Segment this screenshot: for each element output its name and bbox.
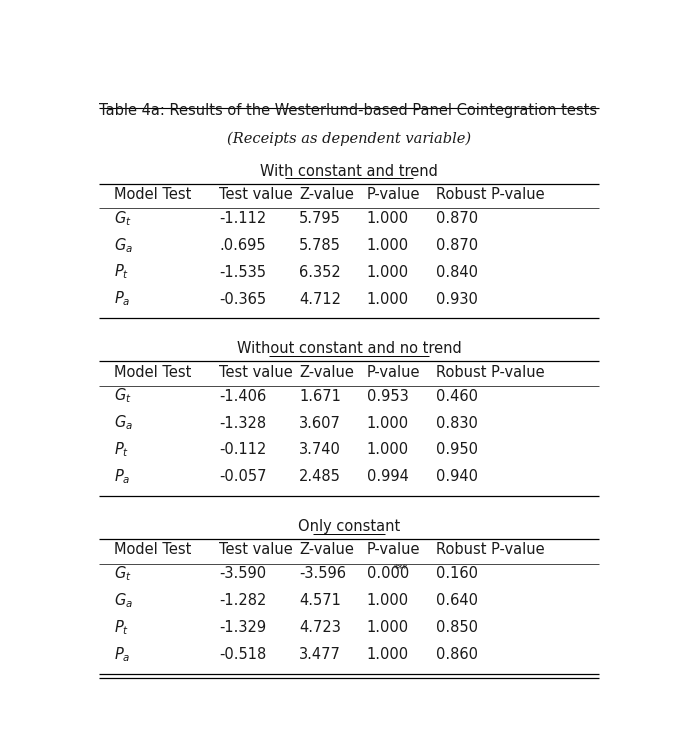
Text: -1.328: -1.328 bbox=[219, 415, 266, 430]
Text: 1.000: 1.000 bbox=[366, 442, 409, 457]
Text: -1.112: -1.112 bbox=[219, 211, 266, 226]
Text: $P_{a}$: $P_{a}$ bbox=[114, 468, 131, 486]
Text: 1.000: 1.000 bbox=[366, 211, 409, 226]
Text: 0.460: 0.460 bbox=[437, 388, 479, 403]
Text: 0.850: 0.850 bbox=[437, 620, 479, 636]
Text: Test value: Test value bbox=[219, 187, 293, 202]
Text: 1.000: 1.000 bbox=[366, 415, 409, 430]
Text: $P_{t}$: $P_{t}$ bbox=[114, 263, 129, 282]
Text: Z-value: Z-value bbox=[299, 365, 354, 379]
Text: Model Test: Model Test bbox=[114, 187, 191, 202]
Text: Model Test: Model Test bbox=[114, 365, 191, 379]
Text: -3.590: -3.590 bbox=[219, 566, 266, 581]
Text: $G_{t}$: $G_{t}$ bbox=[114, 209, 131, 228]
Text: 0.840: 0.840 bbox=[437, 264, 479, 279]
Text: $G_{t}$: $G_{t}$ bbox=[114, 387, 131, 406]
Text: 0.870: 0.870 bbox=[437, 238, 479, 252]
Text: P-value: P-value bbox=[366, 542, 420, 557]
Text: 0.860: 0.860 bbox=[437, 648, 479, 663]
Text: Without constant and no trend: Without constant and no trend bbox=[236, 341, 462, 356]
Text: Test value: Test value bbox=[219, 365, 293, 379]
Text: Robust P-value: Robust P-value bbox=[437, 542, 545, 557]
Text: -0.057: -0.057 bbox=[219, 469, 266, 485]
Text: 5.785: 5.785 bbox=[299, 238, 341, 252]
Text: 0.000: 0.000 bbox=[366, 566, 409, 581]
Text: $G_{a}$: $G_{a}$ bbox=[114, 236, 133, 255]
Text: With constant and trend: With constant and trend bbox=[260, 164, 438, 179]
Text: Robust P-value: Robust P-value bbox=[437, 187, 545, 202]
Text: -1.406: -1.406 bbox=[219, 388, 266, 403]
Text: 5.795: 5.795 bbox=[299, 211, 341, 226]
Text: 0.160: 0.160 bbox=[437, 566, 479, 581]
Text: 1.671: 1.671 bbox=[299, 388, 341, 403]
Text: 1.000: 1.000 bbox=[366, 291, 409, 306]
Text: 0.930: 0.930 bbox=[437, 291, 478, 306]
Text: $P_{a}$: $P_{a}$ bbox=[114, 290, 131, 309]
Text: Robust P-value: Robust P-value bbox=[437, 365, 545, 379]
Text: -1.535: -1.535 bbox=[219, 264, 266, 279]
Text: .0.695: .0.695 bbox=[219, 238, 266, 252]
Text: P-value: P-value bbox=[366, 187, 420, 202]
Text: $P_{t}$: $P_{t}$ bbox=[114, 441, 129, 459]
Text: Model Test: Model Test bbox=[114, 542, 191, 557]
Text: 0.953: 0.953 bbox=[366, 388, 408, 403]
Text: Z-value: Z-value bbox=[299, 187, 354, 202]
Text: Z-value: Z-value bbox=[299, 542, 354, 557]
Text: $P_{t}$: $P_{t}$ bbox=[114, 619, 129, 637]
Text: Only constant: Only constant bbox=[298, 519, 400, 534]
Text: (Receipts as dependent variable): (Receipts as dependent variable) bbox=[227, 131, 471, 146]
Text: 0.994: 0.994 bbox=[366, 469, 409, 485]
Text: -1.329: -1.329 bbox=[219, 620, 266, 636]
Text: 4.723: 4.723 bbox=[299, 620, 341, 636]
Text: -0.518: -0.518 bbox=[219, 648, 266, 663]
Text: -3.596: -3.596 bbox=[299, 566, 346, 581]
Text: 3.477: 3.477 bbox=[299, 648, 341, 663]
Text: 4.571: 4.571 bbox=[299, 593, 341, 608]
Text: 0.640: 0.640 bbox=[437, 593, 479, 608]
Text: 3.607: 3.607 bbox=[299, 415, 341, 430]
Text: 0.870: 0.870 bbox=[437, 211, 479, 226]
Text: 6.352: 6.352 bbox=[299, 264, 340, 279]
Text: -0.365: -0.365 bbox=[219, 291, 266, 306]
Text: 1.000: 1.000 bbox=[366, 264, 409, 279]
Text: $P_{a}$: $P_{a}$ bbox=[114, 645, 131, 664]
Text: $G_{t}$: $G_{t}$ bbox=[114, 565, 131, 583]
Text: 1.000: 1.000 bbox=[366, 238, 409, 252]
Text: 0.950: 0.950 bbox=[437, 442, 479, 457]
Text: 2.485: 2.485 bbox=[299, 469, 341, 485]
Text: -1.282: -1.282 bbox=[219, 593, 266, 608]
Text: P-value: P-value bbox=[366, 365, 420, 379]
Text: ***: *** bbox=[394, 563, 409, 574]
Text: -0.112: -0.112 bbox=[219, 442, 266, 457]
Text: 4.712: 4.712 bbox=[299, 291, 341, 306]
Text: 1.000: 1.000 bbox=[366, 648, 409, 663]
Text: Table 4a: Results of the Westerlund-based Panel Cointegration tests: Table 4a: Results of the Westerlund-base… bbox=[99, 104, 597, 119]
Text: $G_{a}$: $G_{a}$ bbox=[114, 414, 133, 433]
Text: 0.830: 0.830 bbox=[437, 415, 478, 430]
Text: 0.940: 0.940 bbox=[437, 469, 479, 485]
Text: 3.740: 3.740 bbox=[299, 442, 341, 457]
Text: 1.000: 1.000 bbox=[366, 620, 409, 636]
Text: $G_{a}$: $G_{a}$ bbox=[114, 592, 133, 610]
Text: Test value: Test value bbox=[219, 542, 293, 557]
Text: 1.000: 1.000 bbox=[366, 593, 409, 608]
